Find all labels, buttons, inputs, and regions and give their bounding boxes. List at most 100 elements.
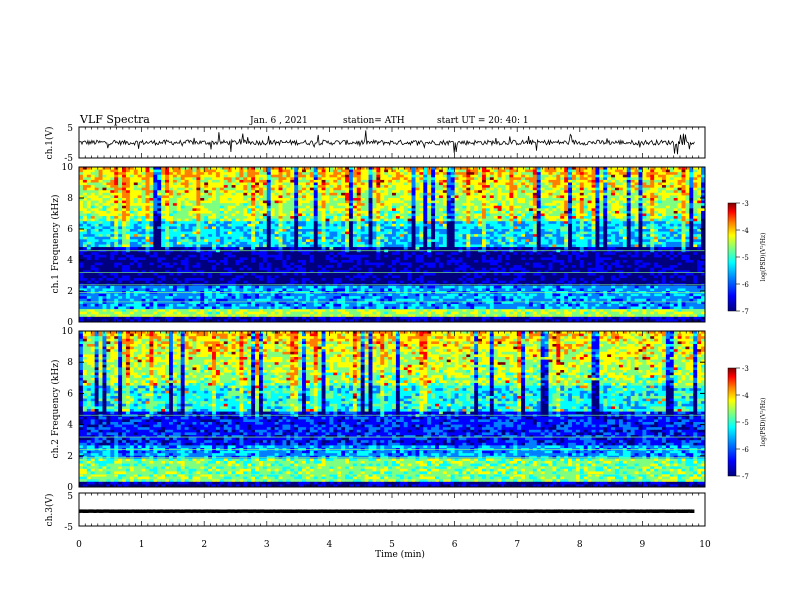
ch1-spectrogram-cell	[466, 223, 471, 228]
ch1-spectrogram-cell	[591, 231, 597, 235]
ch1-spectrogram-cell	[470, 216, 475, 220]
ch1-spectrogram-cell	[227, 213, 233, 217]
ch1-spectrogram-cell	[697, 210, 702, 215]
ch1-spectrogram-cell	[348, 221, 354, 225]
ch1-spectrogram-cell	[466, 169, 471, 173]
ch1-spectrogram-cell	[125, 208, 131, 212]
ch1-spectrogram-cell	[497, 203, 503, 207]
ch1-spectrogram-cell	[583, 221, 589, 225]
ch1-spectrogram-cell	[556, 229, 561, 233]
ch1-spectrogram-cell	[611, 208, 616, 212]
ch1-spectrogram-cell	[607, 203, 612, 207]
ch1-spectrogram-cell	[564, 187, 569, 191]
ch1-spectrogram-cell	[270, 229, 276, 233]
ch1-spectrogram-cell	[125, 213, 131, 217]
ch1-spectrogram-cell	[325, 205, 330, 209]
ch1-spectrogram-cell	[321, 205, 327, 209]
ch1-spectrogram-cell	[427, 210, 432, 215]
ch1-spectrogram-cell	[634, 200, 640, 204]
ch1-spectrogram-cell	[98, 229, 104, 233]
ch1-spectrogram-cell	[302, 229, 307, 233]
ch1-spectrogram-cell	[505, 236, 510, 240]
ch1-spectrogram-cell	[302, 203, 307, 207]
ch1-spectrogram-cell	[583, 203, 589, 207]
ch1-spectrogram-cell	[685, 182, 690, 186]
ch1-spectrogram-cell	[595, 216, 600, 220]
ch1-spectrogram-cell	[579, 177, 585, 181]
ch1-spectrogram-cell	[208, 185, 213, 189]
ch1-spectrogram-cell	[571, 223, 577, 228]
ch1-spectrogram-cell	[611, 229, 616, 233]
ch1-spectrogram-cell	[219, 226, 225, 230]
ch1-spectrogram-cell	[669, 231, 675, 235]
ch1-spectrogram-cell	[658, 174, 663, 178]
ch1-spectrogram-cell	[517, 231, 522, 235]
ch1-spectrogram-cell	[450, 213, 456, 217]
ch1-spectrogram-cell	[552, 236, 557, 240]
ch1-spectrogram-cell	[348, 229, 354, 233]
ch1-spectrogram-cell	[399, 179, 405, 184]
ch1-spectrogram-cell	[165, 229, 170, 233]
ch1-spectrogram-cell	[122, 187, 127, 191]
ch1-spectrogram-cell	[223, 198, 229, 202]
ch1-spectrogram-cell	[329, 216, 334, 220]
ch1-spectrogram-cell	[591, 167, 597, 171]
ch1-spectrogram-cell	[102, 172, 107, 176]
ch1-spectrogram-cell	[133, 223, 139, 228]
ch1-spectrogram-cell	[697, 213, 702, 217]
ch1-spectrogram-cell	[208, 231, 213, 235]
ch1-spectrogram-cell	[564, 179, 569, 184]
ch1-spectrogram-cell	[536, 210, 542, 215]
ch1-spectrogram-cell	[137, 198, 143, 202]
ch1-spectrogram-cell	[278, 205, 284, 209]
ch1-spectrogram-cell	[247, 234, 252, 238]
ch1-spectrogram-cell	[262, 172, 268, 176]
ch1-spectrogram-cell	[423, 179, 428, 184]
ch1-spectrogram-cell	[141, 200, 147, 204]
ch1-spectrogram-cell	[485, 236, 491, 240]
ch1-spectrogram-cell	[82, 169, 88, 173]
ch1-spectrogram-cell	[536, 167, 542, 171]
ch1-spectrogram-cell	[415, 241, 420, 246]
ch1-spectrogram-cell	[255, 182, 260, 186]
ch1-spectrogram-cell	[352, 190, 358, 194]
ch1-spectrogram-cell	[693, 169, 698, 173]
ch1-spectrogram-cell	[145, 185, 151, 189]
ch1-spectrogram-cell	[693, 241, 698, 246]
ch1-spectrogram-cell	[266, 182, 272, 186]
ch1-spectrogram-cell	[462, 231, 467, 235]
ch1-spectrogram-cell	[681, 169, 687, 173]
ch1-spectrogram-cell	[462, 221, 467, 225]
ch1-spectrogram-cell	[419, 190, 424, 194]
ch1-spectrogram-cell	[548, 213, 554, 217]
ch1-spectrogram-cell	[603, 205, 608, 209]
ch1-spectrogram-cell	[294, 172, 299, 176]
ch1-spectrogram-cell	[415, 185, 420, 189]
ch1-spectrogram-cell	[337, 231, 342, 235]
ch1-spectrogram-cell	[360, 236, 366, 240]
ch1-spectrogram-cell	[552, 213, 557, 217]
ch1-spectrogram-cell	[141, 221, 147, 225]
ch1-spectrogram-cell	[685, 218, 690, 222]
ch1-spectrogram-cell	[114, 182, 119, 186]
ch1-spectrogram-cell	[258, 208, 264, 212]
ch1-spectrogram-cell	[571, 179, 577, 184]
ch1-spectrogram-cell	[634, 218, 640, 222]
ch1-spectrogram-cell	[352, 203, 358, 207]
ch1-spectrogram-cell	[478, 218, 483, 222]
ch1-spectrogram-cell	[701, 200, 705, 204]
ch1-spectrogram-cell	[294, 205, 299, 209]
ch1-spectrogram-cell	[489, 200, 495, 204]
ch1-spectrogram-cell	[399, 205, 405, 209]
ch1-spectrogram-cell	[419, 210, 424, 215]
ch1-spectrogram-cell	[141, 190, 147, 194]
ch1-spectrogram-cell	[665, 210, 671, 215]
ch1-spectrogram-cell	[122, 241, 127, 246]
ch1-spectrogram-cell	[208, 195, 213, 199]
ch1-spectrogram-cell	[176, 198, 182, 202]
ch1-spectrogram-cell	[489, 192, 495, 197]
ch1-spectrogram-cell	[407, 198, 413, 202]
ch1-spectrogram-cell	[446, 221, 452, 225]
ch1-spectrogram-cell	[161, 169, 166, 173]
ch1-spectrogram-cell	[658, 208, 663, 212]
